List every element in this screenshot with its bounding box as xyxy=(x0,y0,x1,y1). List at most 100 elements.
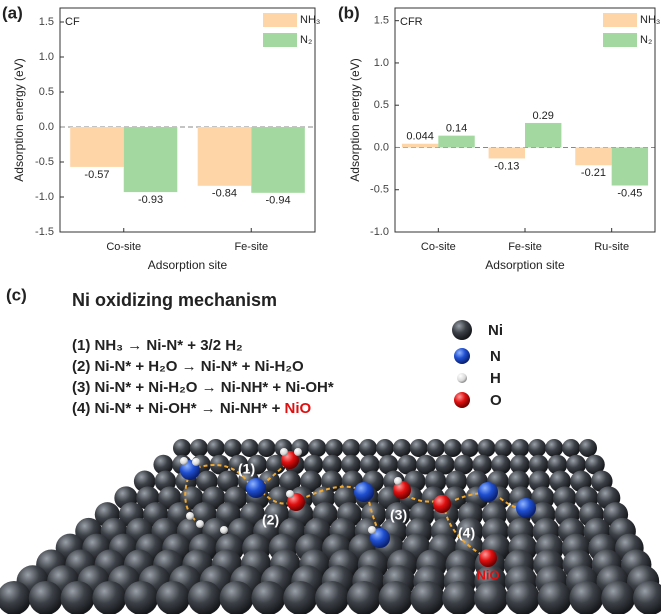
ni-atom xyxy=(494,439,513,457)
atom-h xyxy=(186,512,194,520)
legend-swatch xyxy=(263,33,297,47)
ni-atom xyxy=(315,581,349,614)
bar xyxy=(575,147,612,166)
y-tick-label: 1.0 xyxy=(39,51,54,63)
ni-atom xyxy=(509,454,530,475)
ni-atom xyxy=(223,439,242,457)
ni-atom xyxy=(342,439,361,457)
atom-o xyxy=(393,481,411,499)
ni-atom xyxy=(426,439,445,457)
y-axis-label: Adsorption energy (eV) xyxy=(12,58,26,181)
y-tick-label: 0.5 xyxy=(39,86,54,98)
ni-atom xyxy=(537,581,572,614)
ni-atom xyxy=(547,454,568,475)
plot-frame xyxy=(394,7,656,233)
bar xyxy=(70,127,124,167)
y-tick-label: 0.5 xyxy=(374,99,389,111)
y-tick-label: 0.0 xyxy=(374,141,389,153)
x-tick-label: Ru-site xyxy=(594,241,629,253)
ni-atom xyxy=(491,454,511,475)
ni-atom xyxy=(359,454,380,475)
equation-product: NiO xyxy=(285,400,312,417)
bar-chart: (a) CF -1.5 -1.0 -0.5 0.0 0.5 1.0 1.5 Co-site -0.5… xyxy=(2,3,320,272)
value-label: -0.13 xyxy=(494,160,519,172)
y-tick-label: -0.5 xyxy=(370,184,389,196)
atom-h xyxy=(196,520,204,528)
x-tick-label: Co-site xyxy=(421,241,456,253)
x-tick-label: Fe-site xyxy=(508,241,542,253)
value-label: 0.29 xyxy=(532,110,553,122)
ni-atom xyxy=(442,581,477,614)
atom-n xyxy=(246,478,266,498)
ni-atom xyxy=(378,581,413,614)
ni-atom xyxy=(359,439,378,457)
ni-atom xyxy=(472,454,493,475)
ni-atom xyxy=(633,581,661,614)
x-axis-label: Adsorption site xyxy=(485,258,565,272)
legend-h xyxy=(457,373,467,383)
ni-atom xyxy=(153,454,174,475)
atom-n xyxy=(354,482,374,502)
bar xyxy=(525,122,562,148)
ni-atom xyxy=(283,581,318,614)
ni-atom xyxy=(156,581,190,614)
ni-atom xyxy=(445,470,468,493)
ni-atom xyxy=(206,439,225,457)
plot-frame xyxy=(59,7,316,233)
ni-atom xyxy=(341,454,361,475)
ni-atom xyxy=(251,581,286,614)
legend-label: O xyxy=(490,392,502,409)
adsorbates: (1) (2) (3) (4) NiO xyxy=(180,448,536,582)
step-label: (1) xyxy=(238,461,255,477)
ni-atom xyxy=(189,439,208,457)
atom-h xyxy=(286,490,294,498)
legend-ni xyxy=(452,320,472,340)
atom-h xyxy=(394,477,402,485)
atom-h xyxy=(220,526,228,534)
ni-atom xyxy=(566,454,587,475)
ni-atom xyxy=(346,581,381,614)
bar xyxy=(197,127,252,186)
legend-swatch xyxy=(603,13,637,27)
bar xyxy=(611,147,649,186)
ni-atom xyxy=(325,439,344,457)
ni-atom xyxy=(585,454,605,475)
ni-atom xyxy=(397,454,418,475)
arrow xyxy=(454,492,491,501)
ni-atom xyxy=(528,439,547,457)
value-label: -0.84 xyxy=(212,188,237,200)
atom-h xyxy=(368,526,376,534)
y-tick-label: 1.0 xyxy=(374,57,389,69)
value-label: -0.45 xyxy=(617,187,642,199)
arrow xyxy=(184,477,196,521)
arrow xyxy=(499,497,526,510)
value-label: -0.57 xyxy=(84,169,109,181)
y-tick-label: 1.5 xyxy=(374,15,389,27)
legend-label: N xyxy=(490,348,501,365)
atom-h xyxy=(192,458,200,466)
ni-atom xyxy=(528,454,549,475)
bar xyxy=(251,127,305,193)
panel-label: (b) xyxy=(338,3,360,22)
legend-swatch xyxy=(603,33,637,47)
ni-atom xyxy=(507,470,530,493)
ni-atom xyxy=(378,454,399,475)
arrow xyxy=(261,461,289,486)
y-axis-label: Adsorption energy (eV) xyxy=(348,58,362,181)
ni-atom xyxy=(505,581,540,614)
ni-atom xyxy=(219,581,254,614)
legend-label: NH₃ xyxy=(640,14,660,26)
value-label: -0.21 xyxy=(581,167,606,179)
legend-o xyxy=(454,392,470,408)
ni-atom xyxy=(477,439,496,457)
step-label: (2) xyxy=(262,512,279,528)
atom-o xyxy=(433,495,451,513)
legend-n xyxy=(454,348,470,364)
ni-atom xyxy=(410,581,445,614)
atom-n xyxy=(516,498,536,518)
atom-n xyxy=(478,482,498,502)
ni-atom xyxy=(545,439,564,457)
ni-atom xyxy=(173,439,191,457)
charts: (a) CF -1.5 -1.0 -0.5 0.0 0.5 1.0 1.5 Co-site -0.5… xyxy=(2,3,660,272)
